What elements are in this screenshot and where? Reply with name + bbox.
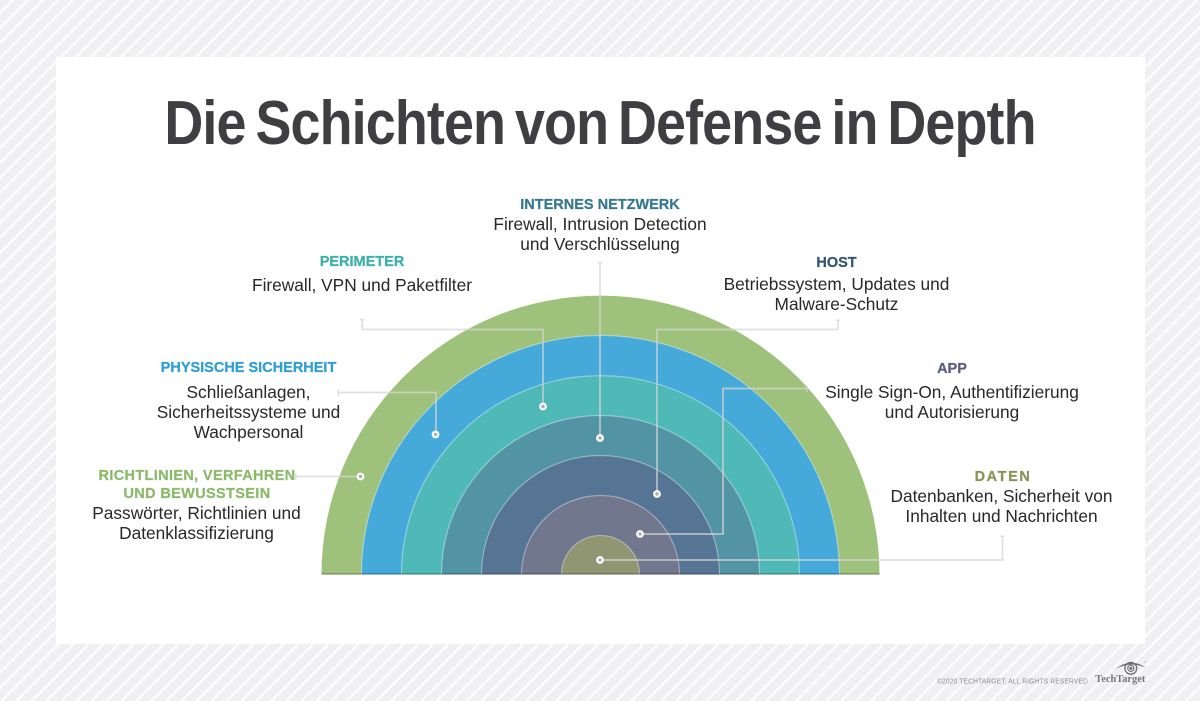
svg-text:TechTarget: TechTarget: [1095, 673, 1145, 685]
svg-text:©2020 TECHTARGET. ALL RIGHTS R: ©2020 TECHTARGET. ALL RIGHTS RESERVED: [937, 678, 1088, 686]
